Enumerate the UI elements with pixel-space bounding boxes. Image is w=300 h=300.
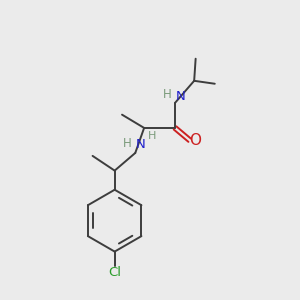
Text: N: N: [176, 90, 185, 103]
Text: Cl: Cl: [108, 266, 121, 279]
Text: O: O: [189, 133, 201, 148]
Text: H: H: [148, 131, 156, 141]
Text: H: H: [123, 137, 131, 150]
Text: N: N: [135, 138, 145, 151]
Text: H: H: [163, 88, 172, 101]
